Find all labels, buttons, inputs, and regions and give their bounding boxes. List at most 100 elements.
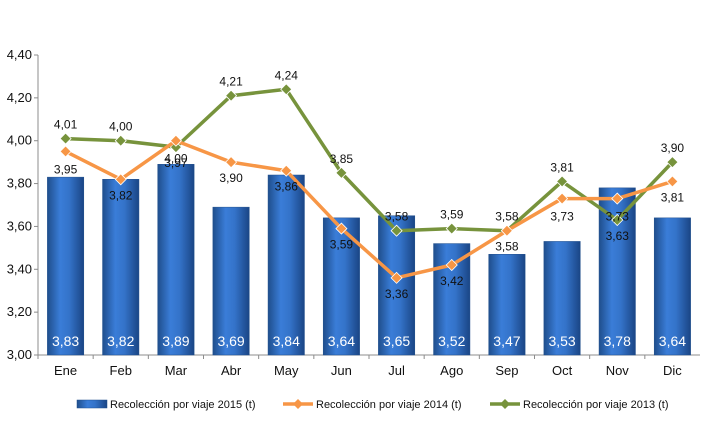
line-2014-value-label: 3,36 bbox=[385, 287, 409, 301]
point-marker-2013 bbox=[225, 89, 238, 102]
bar bbox=[157, 164, 195, 356]
bar bbox=[653, 217, 691, 356]
line-2013-value-label: 3,90 bbox=[661, 141, 685, 155]
point-marker-2014 bbox=[59, 145, 72, 158]
line-2014-value-label: 3,42 bbox=[440, 274, 464, 288]
line-2013-value-label: 4,21 bbox=[219, 75, 243, 89]
y-tick-label: 4,00 bbox=[7, 133, 32, 148]
legend-label-2013: Recolección por viaje 2013 (t) bbox=[523, 399, 669, 411]
bar-value-label: 3,83 bbox=[52, 333, 79, 349]
bar-value-label: 3,82 bbox=[107, 333, 134, 349]
legend-label-2014: Recolección por viaje 2014 (t) bbox=[316, 399, 462, 411]
line-2013-value-label: 4,01 bbox=[54, 118, 78, 132]
bar bbox=[488, 254, 526, 356]
bar bbox=[212, 206, 250, 356]
x-tick-label: Dic bbox=[663, 363, 682, 378]
bar-value-label: 3,47 bbox=[493, 333, 520, 349]
point-marker-2014 bbox=[280, 164, 293, 177]
point-marker-2013 bbox=[445, 222, 458, 235]
point-marker-2013 bbox=[390, 224, 403, 237]
y-tick-label: 3,60 bbox=[7, 218, 32, 233]
x-tick-label: Nov bbox=[606, 363, 630, 378]
line-2013-value-label: 4,24 bbox=[275, 68, 299, 82]
legend-marker-2013 bbox=[500, 399, 510, 409]
y-tick-label: 3,80 bbox=[7, 176, 32, 191]
line-2013-value-label: 3,97 bbox=[164, 156, 188, 170]
y-tick-label: 3,00 bbox=[7, 347, 32, 362]
x-tick-label: Ago bbox=[440, 363, 463, 378]
point-marker-2014 bbox=[500, 224, 513, 237]
x-tick-label: Mar bbox=[165, 363, 188, 378]
bar-value-label: 3,65 bbox=[383, 333, 410, 349]
line-2014-value-label: 3,58 bbox=[495, 240, 519, 254]
data-labels: 3,83 3,82 3,89 3,69 3,84 3,64 3,65 3,52 3,47 3,53… bbox=[52, 68, 686, 349]
line-2013-value-label: 3,85 bbox=[330, 152, 354, 166]
bar-value-label: 3,69 bbox=[217, 333, 244, 349]
line-2013-value-label: 3,58 bbox=[385, 210, 409, 224]
bar bbox=[47, 176, 85, 356]
line-series bbox=[59, 83, 679, 284]
point-marker-2013 bbox=[611, 213, 624, 227]
point-marker-2014 bbox=[390, 271, 403, 284]
point-marker-2014 bbox=[445, 258, 458, 272]
bar-value-label: 3,78 bbox=[604, 333, 631, 349]
point-marker-2013 bbox=[335, 166, 348, 179]
point-marker-2013 bbox=[59, 132, 72, 145]
bar-series-2015 bbox=[47, 164, 691, 356]
point-marker-2014 bbox=[335, 222, 348, 235]
point-marker-2014 bbox=[666, 175, 679, 188]
point-marker-2014 bbox=[556, 192, 569, 205]
x-tick-label: Abr bbox=[221, 363, 242, 378]
x-tick-label: Jun bbox=[331, 363, 352, 378]
line-2014-value-label: 4,00 bbox=[164, 152, 188, 166]
line-2014-value-label: 3,86 bbox=[275, 180, 299, 194]
x-tick-label: Jul bbox=[388, 363, 405, 378]
bar bbox=[267, 174, 305, 356]
bar-value-label: 3,89 bbox=[162, 333, 189, 349]
point-marker-2014 bbox=[611, 192, 624, 205]
line-2013-value-label: 3,81 bbox=[550, 160, 574, 174]
bar-value-label: 3,64 bbox=[659, 333, 686, 349]
bar bbox=[378, 215, 416, 356]
point-marker-2014 bbox=[114, 173, 127, 186]
point-marker-2013 bbox=[114, 134, 127, 147]
bar bbox=[102, 179, 140, 356]
point-marker-2014 bbox=[169, 134, 182, 147]
line-2014-value-label: 3,73 bbox=[606, 210, 630, 224]
y-tick-label: 4,40 bbox=[7, 47, 32, 62]
line-2014-value-label: 3,90 bbox=[219, 171, 243, 185]
x-tick-label: Feb bbox=[110, 363, 132, 378]
line-2013-value-label: 3,58 bbox=[495, 210, 519, 224]
y-tick-label: 3,20 bbox=[7, 304, 32, 319]
bar-value-label: 3,84 bbox=[273, 333, 300, 349]
bar-value-label: 3,53 bbox=[548, 333, 575, 349]
y-tick-label: 4,20 bbox=[7, 90, 32, 105]
x-tick-label: May bbox=[274, 363, 299, 378]
bar bbox=[543, 241, 581, 356]
line-2014-value-label: 3,82 bbox=[109, 188, 133, 202]
series-line-2013 bbox=[65, 87, 674, 233]
line-2013-value-label: 3,63 bbox=[606, 229, 630, 243]
x-tick-label: Oct bbox=[552, 363, 573, 378]
line-2013-value-label: 4,00 bbox=[109, 120, 133, 134]
point-marker-2013 bbox=[666, 156, 679, 169]
axes: 3,00 3,20 3,40 3,60 3,80 4,00 4,20 4,40 Ene Feb Ma… bbox=[7, 47, 700, 378]
point-marker-2014 bbox=[225, 156, 238, 169]
legend-swatch-2015 bbox=[76, 399, 108, 409]
line-2014-value-label: 3,59 bbox=[330, 238, 354, 252]
y-tick-label: 3,40 bbox=[7, 261, 32, 276]
line-2014-value-label: 3,81 bbox=[661, 190, 685, 204]
bar-value-label: 3,52 bbox=[438, 333, 465, 349]
line-2014-value-label: 3,95 bbox=[54, 162, 78, 176]
legend: Recolección por viaje 2015 (t) Recolecció… bbox=[76, 399, 669, 411]
point-marker-2013 bbox=[280, 83, 293, 96]
line-2013-value-label: 3,59 bbox=[440, 208, 464, 222]
series-line-2014 bbox=[64, 138, 673, 280]
point-marker-2013 bbox=[556, 175, 569, 188]
line-2014-value-label: 3,73 bbox=[550, 210, 574, 224]
x-tick-label: Sep bbox=[495, 363, 518, 378]
bar-value-label: 3,64 bbox=[328, 333, 355, 349]
legend-label-2015: Recolección por viaje 2015 (t) bbox=[110, 399, 256, 411]
